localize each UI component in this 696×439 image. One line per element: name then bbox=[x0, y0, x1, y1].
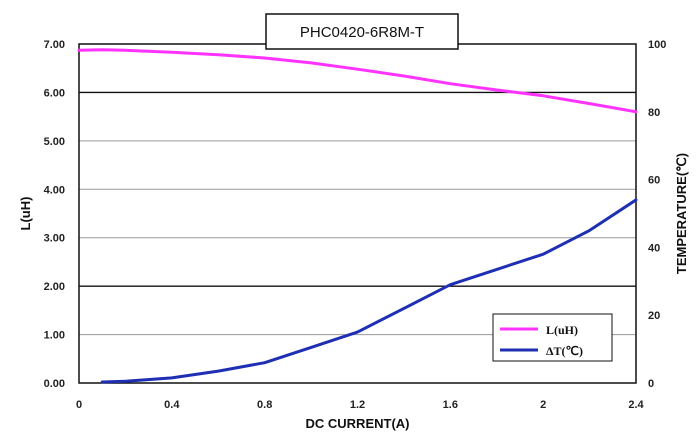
y2-axis-label: TEMPERATURE(℃) bbox=[674, 153, 689, 274]
x-tick-label: 0.8 bbox=[257, 399, 272, 411]
x-tick-label: 1.6 bbox=[443, 399, 458, 411]
y2-tick-label: 80 bbox=[648, 107, 660, 119]
grid-lines bbox=[79, 91, 636, 336]
series-line-1 bbox=[100, 198, 638, 384]
y-tick-label: 3.00 bbox=[44, 233, 65, 245]
y-tick-label: 1.00 bbox=[44, 330, 65, 342]
y-tick-label: 5.00 bbox=[44, 136, 65, 148]
y2-tick-label: 60 bbox=[648, 175, 660, 187]
x-tick-label: 0 bbox=[76, 399, 82, 411]
y-axis-label: L(uH) bbox=[18, 197, 33, 231]
y2-tick-label: 0 bbox=[648, 378, 654, 390]
y-tick-label: 0.00 bbox=[44, 378, 65, 390]
y-tick-label: 6.00 bbox=[44, 87, 65, 99]
series-line-0 bbox=[77, 48, 638, 114]
legend: L(uH) ΔT(℃) bbox=[492, 313, 613, 362]
legend-entry-dt: ΔT(℃) bbox=[546, 344, 583, 358]
x-tick-label: 0.4 bbox=[164, 399, 180, 411]
y-tick-label: 2.00 bbox=[44, 281, 65, 293]
legend-entry-l: L(uH) bbox=[546, 323, 578, 337]
y2-tick-label: 100 bbox=[648, 39, 666, 51]
y-tick-label: 4.00 bbox=[44, 184, 65, 196]
y2-tick-label: 40 bbox=[648, 242, 660, 254]
series-lines bbox=[77, 48, 638, 384]
x-tick-label: 2 bbox=[540, 399, 546, 411]
chart-title-box: PHC0420-6R8M-T bbox=[265, 13, 459, 50]
x-axis-label: DC CURRENT(A) bbox=[306, 416, 410, 431]
x-tick-label: 1.2 bbox=[350, 399, 365, 411]
x-tick-label: 2.4 bbox=[628, 399, 644, 411]
tick-labels: 0.001.002.003.004.005.006.007.0002040608… bbox=[44, 39, 667, 411]
y-tick-label: 7.00 bbox=[44, 39, 65, 51]
chart-title: PHC0420-6R8M-T bbox=[300, 24, 424, 41]
y2-tick-label: 20 bbox=[648, 310, 660, 322]
